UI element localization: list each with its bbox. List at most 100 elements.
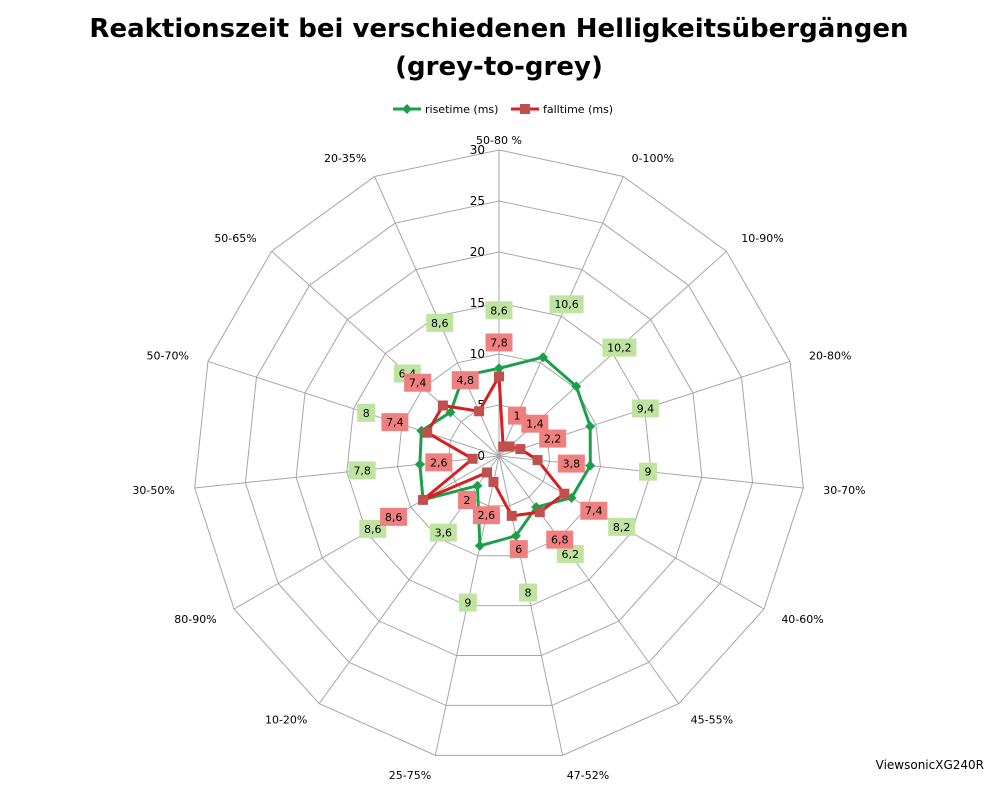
grid-ring [346, 302, 652, 607]
data-label-bg-2 [485, 333, 513, 352]
grid-spoke [498, 455, 680, 704]
footer-note: ViewsonicXG240R [875, 758, 984, 772]
data-label-1: 8 [363, 407, 370, 420]
series-point-2 [532, 455, 543, 466]
series-point-2 [506, 510, 517, 521]
data-label-2: 2,6 [430, 456, 448, 469]
grid-spoke [207, 360, 500, 457]
data-label-2: 6,8 [551, 534, 569, 547]
data-label-bg-2 [557, 454, 585, 473]
series-point-2 [467, 453, 478, 464]
series-point-1 [571, 381, 582, 392]
category-label: 45-55% [691, 714, 733, 727]
data-label-1: 8,6 [364, 523, 382, 536]
category-label: 50-80 % [476, 134, 522, 147]
series-point-2 [559, 488, 570, 499]
data-label-2: 3,8 [563, 458, 581, 471]
series-line-1 [418, 355, 592, 548]
category-labels: 50-80 % 0-100% 10-90% 20-80% 30-70% 40-60% 45-… [132, 134, 865, 782]
category-label: 40-60% [781, 613, 823, 626]
radar-grid [194, 149, 804, 756]
grid-ring [295, 251, 703, 657]
series-point-1 [585, 460, 596, 471]
category-label: 10-20% [265, 714, 307, 727]
data-label-2: 7,4 [409, 377, 427, 390]
data-label-bg-2 [451, 371, 479, 390]
data-label-2: 7,8 [490, 336, 508, 349]
grid-ring [194, 149, 804, 756]
data-label-1: 3,6 [435, 527, 453, 540]
data-label-bg-1 [631, 399, 659, 418]
data-label-2: 6 [515, 543, 522, 556]
category-label: 25-75% [389, 769, 431, 782]
data-label-1: 9 [644, 466, 651, 479]
grid-ring [244, 200, 754, 706]
series-point-1 [510, 530, 521, 541]
grid-spoke [194, 455, 500, 489]
category-label: 50-65% [214, 232, 256, 245]
data-label-bg-2 [458, 491, 477, 510]
data-label-2: 8,6 [385, 511, 403, 524]
data-label-bg-2 [509, 540, 528, 559]
series-point-2 [418, 494, 429, 505]
grid-ring [397, 353, 601, 557]
radial-tick-label: 20 [470, 245, 485, 259]
legend-label-2: falltime (ms) [543, 103, 613, 116]
series-layer [414, 352, 596, 551]
data-label-2: 7,4 [386, 416, 404, 429]
series-point-2 [474, 406, 485, 417]
data-label-2: 2 [464, 494, 471, 507]
data-label-1: 8,6 [490, 304, 508, 317]
series-point-2 [437, 400, 448, 411]
series-point-1 [494, 363, 504, 374]
category-label: 80-90% [174, 613, 216, 626]
data-label-bg-1 [608, 517, 636, 536]
radial-tick-label: 15 [470, 296, 485, 310]
data-label-bg-2 [521, 414, 549, 433]
data-label-bg-1 [426, 313, 454, 332]
category-label: 30-70% [823, 484, 865, 497]
data-label-bg-1 [519, 583, 538, 602]
legend: risetime (ms) falltime (ms) [393, 103, 613, 116]
data-label-2: 2,6 [478, 509, 496, 522]
category-label: 20-35% [324, 152, 366, 165]
data-label-bg-2 [546, 530, 574, 549]
category-label: 20-80% [809, 349, 851, 362]
data-labels-layer: 8,610,610,29,498,26,2893,68,67,886,48,67… [348, 295, 659, 612]
data-label-1: 10,2 [607, 342, 632, 355]
data-label-bg-2 [580, 501, 608, 520]
data-label-1: 8 [525, 587, 532, 600]
data-label-bg-1 [458, 593, 477, 612]
data-label-bg-1 [485, 301, 513, 320]
data-label-2: 1,4 [526, 418, 544, 431]
series-point-1 [445, 407, 456, 418]
grid-spoke [271, 250, 500, 457]
chart-title: Reaktionszeit bei verschiedenen Helligke… [0, 10, 998, 86]
data-label-bg-2 [425, 453, 453, 472]
data-label-1: 8,2 [613, 521, 631, 534]
series-point-2 [515, 444, 526, 455]
series-point-1 [537, 352, 548, 363]
category-label: 0-100% [632, 152, 674, 165]
data-label-bg-1 [556, 545, 584, 564]
radial-tick-label: 10 [470, 347, 485, 361]
radial-tick-label: 30 [470, 143, 485, 157]
data-label-bg-1 [348, 461, 376, 480]
data-label-1: 10,6 [554, 298, 579, 311]
data-label-bg-2 [380, 507, 408, 526]
legend-label-1: risetime (ms) [425, 103, 498, 116]
chart-title-line-2: (grey-to-grey) [395, 52, 603, 82]
category-label: 10-90% [741, 232, 783, 245]
data-label-bg-1 [357, 403, 376, 422]
series-point-2 [494, 371, 504, 382]
data-label-2: 7,4 [585, 505, 603, 518]
legend-marker-2 [520, 104, 530, 114]
series-point-1 [474, 540, 485, 551]
series-point-2 [504, 441, 515, 452]
data-label-1: 9,4 [637, 402, 655, 415]
radial-tick-label: 25 [470, 194, 485, 208]
grid-spoke [498, 455, 564, 756]
data-label-bg-2 [381, 413, 409, 432]
